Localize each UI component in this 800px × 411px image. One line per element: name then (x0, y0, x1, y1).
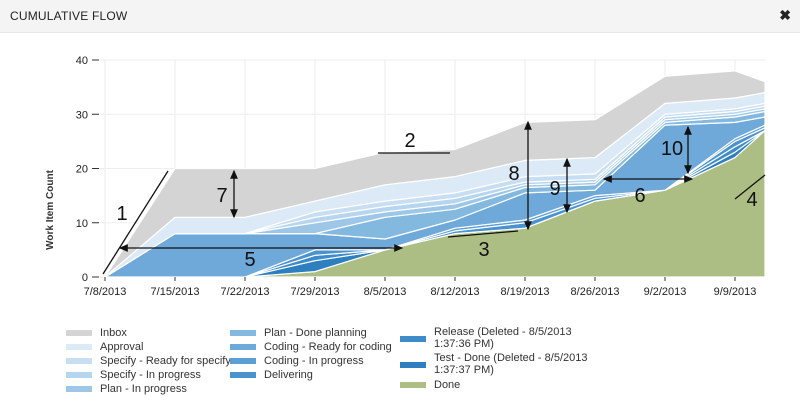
y-tick-label: 10 (76, 218, 88, 230)
x-tick-label: 8/26/2013 (571, 286, 620, 298)
x-tick-label: 9/9/2013 (714, 286, 757, 298)
legend-swatch (230, 344, 256, 350)
legend-item[interactable]: Done (400, 378, 604, 392)
y-tick-label: 40 (76, 55, 88, 67)
legend-swatch (230, 358, 256, 364)
legend-swatch (66, 372, 92, 378)
window-title: CUMULATIVE FLOW (10, 9, 128, 23)
legend-column-2: Plan - Done planning Coding - Ready for c… (230, 326, 392, 382)
annotation-label-6: 6 (634, 185, 645, 207)
legend-label: Inbox (100, 327, 127, 339)
legend-label: Plan - In progress (100, 383, 187, 395)
legend-label: Approval (100, 341, 144, 353)
legend-swatch (400, 382, 426, 388)
window-titlebar: CUMULATIVE FLOW ✖ (0, 0, 800, 33)
legend-item[interactable]: Coding - In progress (230, 354, 392, 368)
y-tick-label: 20 (76, 164, 88, 176)
legend-item[interactable]: Plan - Done planning (230, 326, 392, 340)
annotation-label-7: 7 (216, 185, 227, 207)
legend-label: Specify - Ready for specify (100, 355, 231, 367)
annotation-label-4: 4 (746, 189, 757, 211)
annotation-label-1: 1 (116, 203, 127, 225)
legend-item[interactable]: Approval (66, 340, 231, 354)
x-tick-label: 8/12/2013 (431, 286, 480, 298)
legend-swatch (400, 362, 426, 368)
annotations: 1 2 3 4 5 6 7 8 9 10 (102, 120, 766, 275)
annotation-label-8: 8 (508, 163, 519, 185)
legend-column-1: Inbox Approval Specify - Ready for specify… (66, 326, 231, 396)
legend-label: Plan - Done planning (264, 327, 367, 339)
legend-swatch (400, 336, 426, 342)
x-tick-label: 8/19/2013 (501, 286, 550, 298)
legend-label: Test - Done (Deleted - 8/5/2013 1:37:37 … (434, 352, 588, 376)
x-tick-label: 7/29/2013 (291, 286, 340, 298)
legend-item[interactable]: Inbox (66, 326, 231, 340)
legend-label: Delivering (264, 369, 313, 381)
legend-swatch (66, 358, 92, 364)
x-tick-label: 7/15/2013 (151, 286, 200, 298)
y-axis-label: Work Item Count (45, 169, 56, 249)
annotation-line-4 (734, 174, 766, 200)
close-icon[interactable]: ✖ (779, 7, 791, 23)
legend-item[interactable]: Specify - In progress (66, 368, 231, 382)
legend-item[interactable]: Release (Deleted - 8/5/2013 1:37:36 PM) (400, 326, 604, 352)
legend-column-3: Release (Deleted - 8/5/2013 1:37:36 PM) T… (400, 326, 604, 392)
area-inbox (104, 70, 766, 278)
legend-label: Release (Deleted - 8/5/2013 1:37:36 PM) (434, 326, 572, 350)
legend-swatch (66, 330, 92, 336)
annotation-label-9: 9 (549, 178, 560, 200)
annotation-label-3: 3 (478, 239, 489, 261)
annotation-label-5: 5 (244, 249, 255, 271)
chart-areas (104, 70, 766, 278)
legend-label: Done (434, 379, 461, 391)
annotation-line-1 (102, 170, 169, 275)
legend-swatch (230, 372, 256, 378)
annotation-line-3 (447, 230, 519, 238)
legend-label: Specify - In progress (100, 369, 201, 381)
legend-label: Coding - Ready for coding (264, 341, 392, 353)
y-tick-label: 30 (76, 109, 88, 121)
annotation-label-2: 2 (404, 130, 415, 152)
legend-item[interactable]: Coding - Ready for coding (230, 340, 392, 354)
legend-swatch (66, 344, 92, 350)
legend-label: Coding - In progress (264, 355, 364, 367)
x-tick-label: 7/8/2013 (84, 286, 127, 298)
legend-item[interactable]: Delivering (230, 368, 392, 382)
axes: 0 10 20 30 40 7/8/2013 7/15/2013 7/22/2013 7/29/… (76, 55, 757, 298)
legend-item[interactable]: Test - Done (Deleted - 8/5/2013 1:37:37 … (400, 352, 604, 378)
annotation-label-10: 10 (661, 138, 683, 160)
legend-swatch (230, 330, 256, 336)
x-tick-label: 8/5/2013 (364, 286, 407, 298)
legend-item[interactable]: Specify - Ready for specify (66, 354, 231, 368)
legend: Inbox Approval Specify - Ready for specify… (66, 326, 606, 406)
x-tick-label: 7/22/2013 (221, 286, 270, 298)
legend-item[interactable]: Plan - In progress (66, 382, 231, 396)
y-tick-label: 0 (82, 272, 88, 284)
legend-swatch (66, 386, 92, 392)
cumulative-flow-chart: 0 10 20 30 40 7/8/2013 7/15/2013 7/22/2013 7/29/… (45, 55, 766, 298)
x-tick-label: 9/2/2013 (644, 286, 687, 298)
